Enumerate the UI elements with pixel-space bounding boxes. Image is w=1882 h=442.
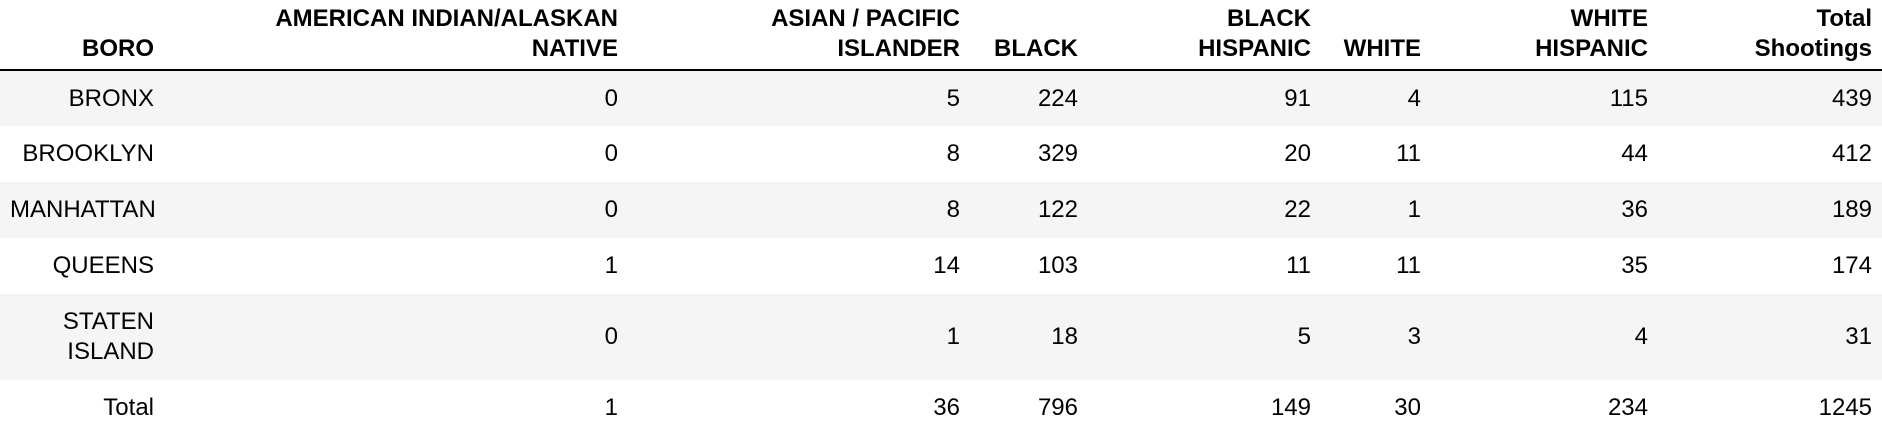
cell-black: 224 <box>1037 84 1078 112</box>
table-row-total: Total 1 36 796 149 30 234 1245 <box>0 380 1882 436</box>
boro-label: STATEN <box>62 308 154 335</box>
cell-asian-pacific: 36 <box>933 394 960 421</box>
cell-total-shootings: 174 <box>1831 252 1872 279</box>
cell-total-shootings: 439 <box>1831 84 1872 112</box>
boro-label: QUEENS <box>52 252 154 279</box>
cell-american-indian: 0 <box>604 84 618 112</box>
header-line: ISLANDER <box>837 35 960 62</box>
header-boro: BORO <box>0 0 164 71</box>
header-line: HISPANIC <box>1198 35 1311 62</box>
boro-label: Total <box>103 394 154 421</box>
cell-white: 11 <box>1396 140 1421 167</box>
header-line: NATIVE <box>531 35 618 62</box>
cell-black: 103 <box>1037 252 1078 279</box>
cell-white: 4 <box>1407 84 1421 112</box>
cell-asian-pacific: 1 <box>946 323 960 350</box>
boro-label: BROOKLYN <box>22 140 154 167</box>
cell-american-indian: 0 <box>604 323 618 350</box>
cell-american-indian: 1 <box>604 394 618 421</box>
table-header: BORO AMERICAN INDIAN/ALASKAN NATIVE ASIA… <box>0 0 1882 71</box>
cell-white: 30 <box>1394 394 1421 421</box>
header-line: BLACK <box>994 35 1078 62</box>
cell-black: 796 <box>1037 394 1078 421</box>
cell-white: 1 <box>1407 196 1421 223</box>
cell-total-shootings: 1245 <box>1818 394 1872 421</box>
cell-black-hispanic: 22 <box>1284 196 1311 223</box>
header-black: BLACK <box>970 0 1088 71</box>
cell-black-hispanic: 149 <box>1270 394 1311 421</box>
boro-label: MANHATTAN <box>10 196 156 223</box>
header-line: ASIAN / PACIFIC <box>771 5 960 32</box>
cell-asian-pacific: 8 <box>946 140 960 167</box>
cell-total-shootings: 189 <box>1831 196 1872 223</box>
cell-white-hispanic: 4 <box>1634 323 1648 350</box>
cell-boro: Total <box>0 380 164 436</box>
header-line: Shootings <box>1754 35 1872 62</box>
header-line: Total <box>1816 5 1872 32</box>
table-row-bronx: BRONX 0 5 224 91 4 115 439 <box>0 70 1882 126</box>
cell-black-hispanic: 11 <box>1286 252 1311 279</box>
header-total-shootings: Total Shootings <box>1658 0 1882 71</box>
cell-white-hispanic: 234 <box>1607 394 1648 421</box>
header-white: WHITE <box>1321 0 1431 71</box>
boro-label: ISLAND <box>67 338 154 365</box>
header-row: BORO AMERICAN INDIAN/ALASKAN NATIVE ASIA… <box>0 0 1882 71</box>
header-line: WHITE <box>1343 35 1421 62</box>
cell-white: 11 <box>1396 252 1421 279</box>
cell-white-hispanic: 44 <box>1621 140 1648 167</box>
header-white-hispanic: WHITE HISPANIC <box>1431 0 1658 71</box>
cell-asian-pacific: 8 <box>946 196 960 223</box>
table-body: BRONX 0 5 224 91 4 115 439 BROOKLYN 0 8 … <box>0 70 1882 436</box>
cell-total-shootings: 412 <box>1831 140 1872 167</box>
cell-black: 122 <box>1037 196 1078 223</box>
cell-white-hispanic: 115 <box>1609 84 1648 112</box>
cell-black: 18 <box>1051 323 1078 350</box>
header-american-indian-alaskan-native: AMERICAN INDIAN/ALASKAN NATIVE <box>164 0 628 71</box>
header-line: HISPANIC <box>1535 35 1648 62</box>
cell-white-hispanic: 36 <box>1621 196 1648 223</box>
cell-american-indian: 0 <box>604 140 618 167</box>
cell-boro: QUEENS <box>0 238 164 294</box>
header-line: WHITE <box>1570 5 1648 32</box>
table-row-staten-island: STATEN ISLAND 0 1 18 5 3 4 31 <box>0 294 1882 380</box>
cell-white: 3 <box>1407 323 1421 350</box>
table-row-queens: QUEENS 1 14 103 11 11 35 174 <box>0 238 1882 294</box>
cell-american-indian: 1 <box>604 252 618 279</box>
cell-asian-pacific: 5 <box>946 84 960 112</box>
header-black-hispanic: BLACK HISPANIC <box>1088 0 1321 71</box>
header-line: BLACK <box>1227 5 1311 32</box>
cell-boro: MANHATTAN <box>0 182 164 238</box>
cell-black-hispanic: 91 <box>1284 84 1311 112</box>
table-row-manhattan: MANHATTAN 0 8 122 22 1 36 189 <box>0 182 1882 238</box>
cell-boro: STATEN ISLAND <box>0 294 164 380</box>
cell-black-hispanic: 5 <box>1297 323 1311 350</box>
boro-label: BRONX <box>68 84 154 112</box>
table-row-brooklyn: BROOKLYN 0 8 329 20 11 44 412 <box>0 126 1882 182</box>
cell-boro: BRONX <box>0 70 164 126</box>
cell-black: 329 <box>1037 140 1078 167</box>
cell-boro: BROOKLYN <box>0 126 164 182</box>
cell-black-hispanic: 20 <box>1284 140 1311 167</box>
cell-american-indian: 0 <box>604 196 618 223</box>
cell-white-hispanic: 35 <box>1621 252 1648 279</box>
header-asian-pacific-islander: ASIAN / PACIFIC ISLANDER <box>628 0 970 71</box>
header-line: BORO <box>82 35 154 62</box>
cell-asian-pacific: 14 <box>933 252 960 279</box>
header-line: AMERICAN INDIAN/ALASKAN <box>275 5 618 32</box>
cell-total-shootings: 31 <box>1845 323 1872 350</box>
